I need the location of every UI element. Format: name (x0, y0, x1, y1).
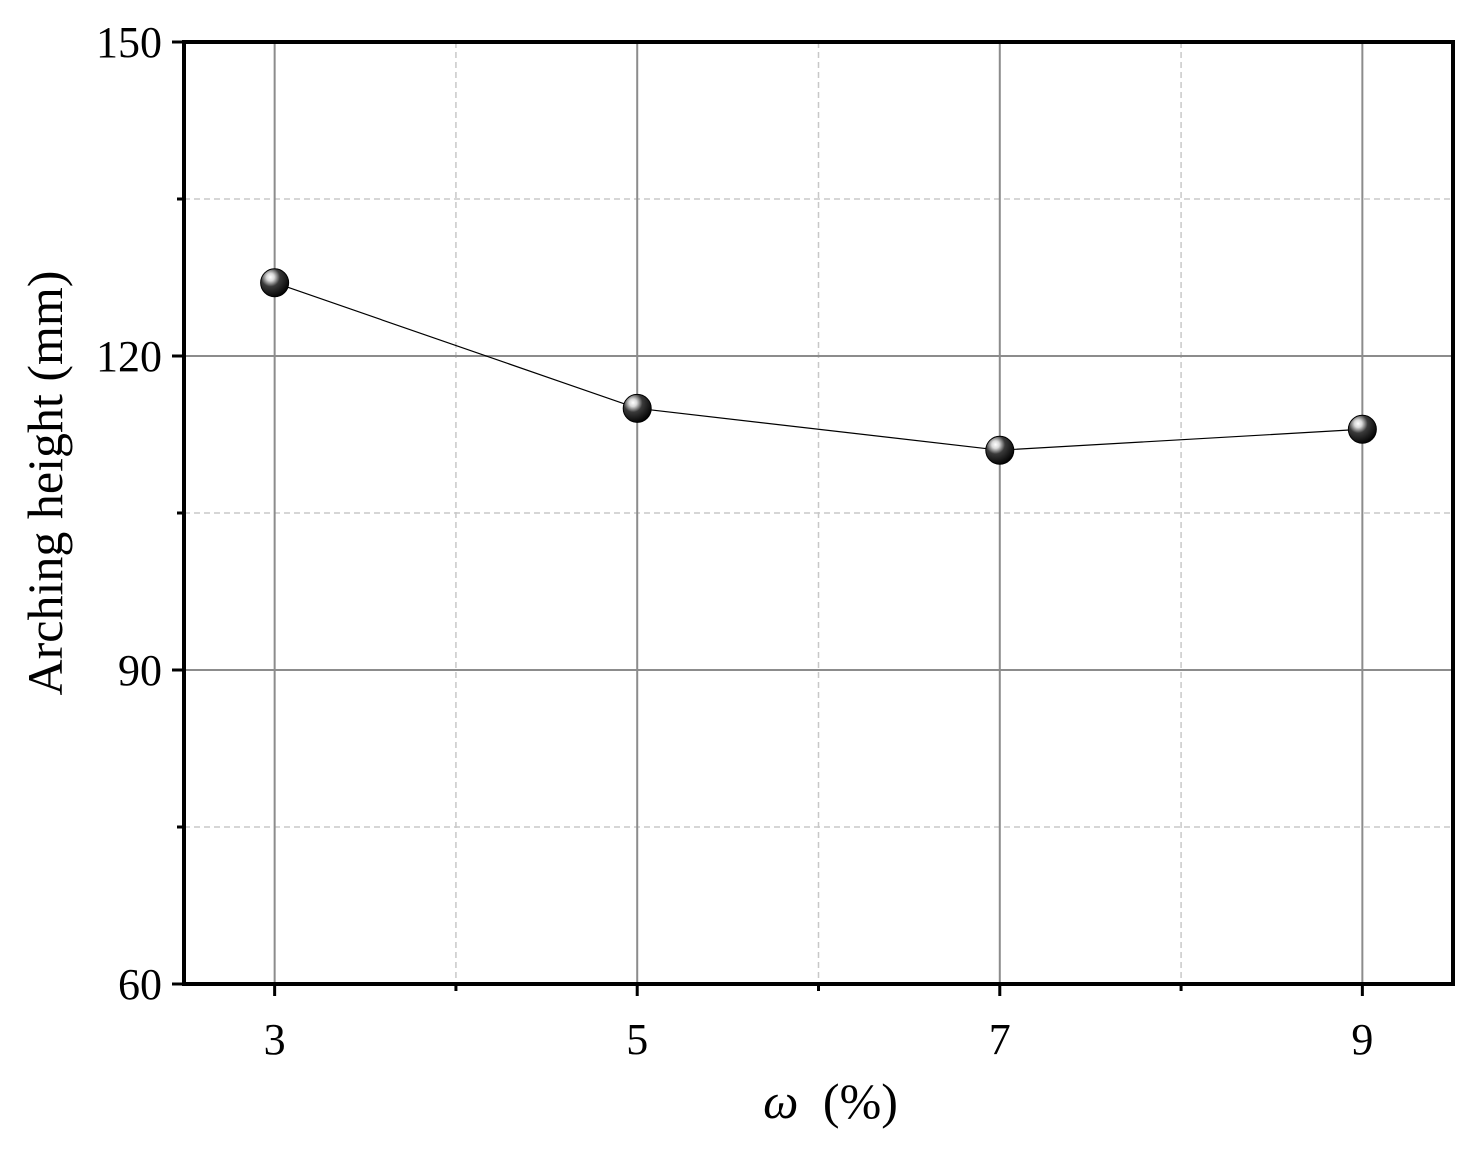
label-layer: ω (%) Arching height (mm) (17, 271, 898, 1129)
data-point (622, 393, 652, 423)
y-axis-title: Arching height (mm) (17, 271, 73, 696)
y-tick-label: 90 (118, 646, 162, 695)
tick-layer: 3 5 7 9 60 90 120 150 (96, 18, 1373, 1064)
x-tick-label: 7 (989, 1015, 1011, 1064)
x-axis-symbol: ω (763, 1073, 798, 1129)
grid-layer (184, 42, 1453, 984)
y-tick-label: 150 (96, 18, 162, 67)
data-point (260, 268, 290, 298)
data-point (1347, 414, 1377, 444)
x-axis-unit: (%) (823, 1073, 898, 1129)
series-line (274, 282, 1363, 451)
data-point (985, 435, 1015, 465)
y-tick-label: 120 (96, 332, 162, 381)
x-tick-label: 9 (1351, 1015, 1373, 1064)
x-tick-label: 5 (626, 1015, 648, 1064)
series-layer (260, 268, 1377, 465)
x-tick-label: 3 (264, 1015, 286, 1064)
x-axis-title: ω (%) (763, 1073, 898, 1129)
y-tick-label: 60 (118, 960, 162, 1009)
